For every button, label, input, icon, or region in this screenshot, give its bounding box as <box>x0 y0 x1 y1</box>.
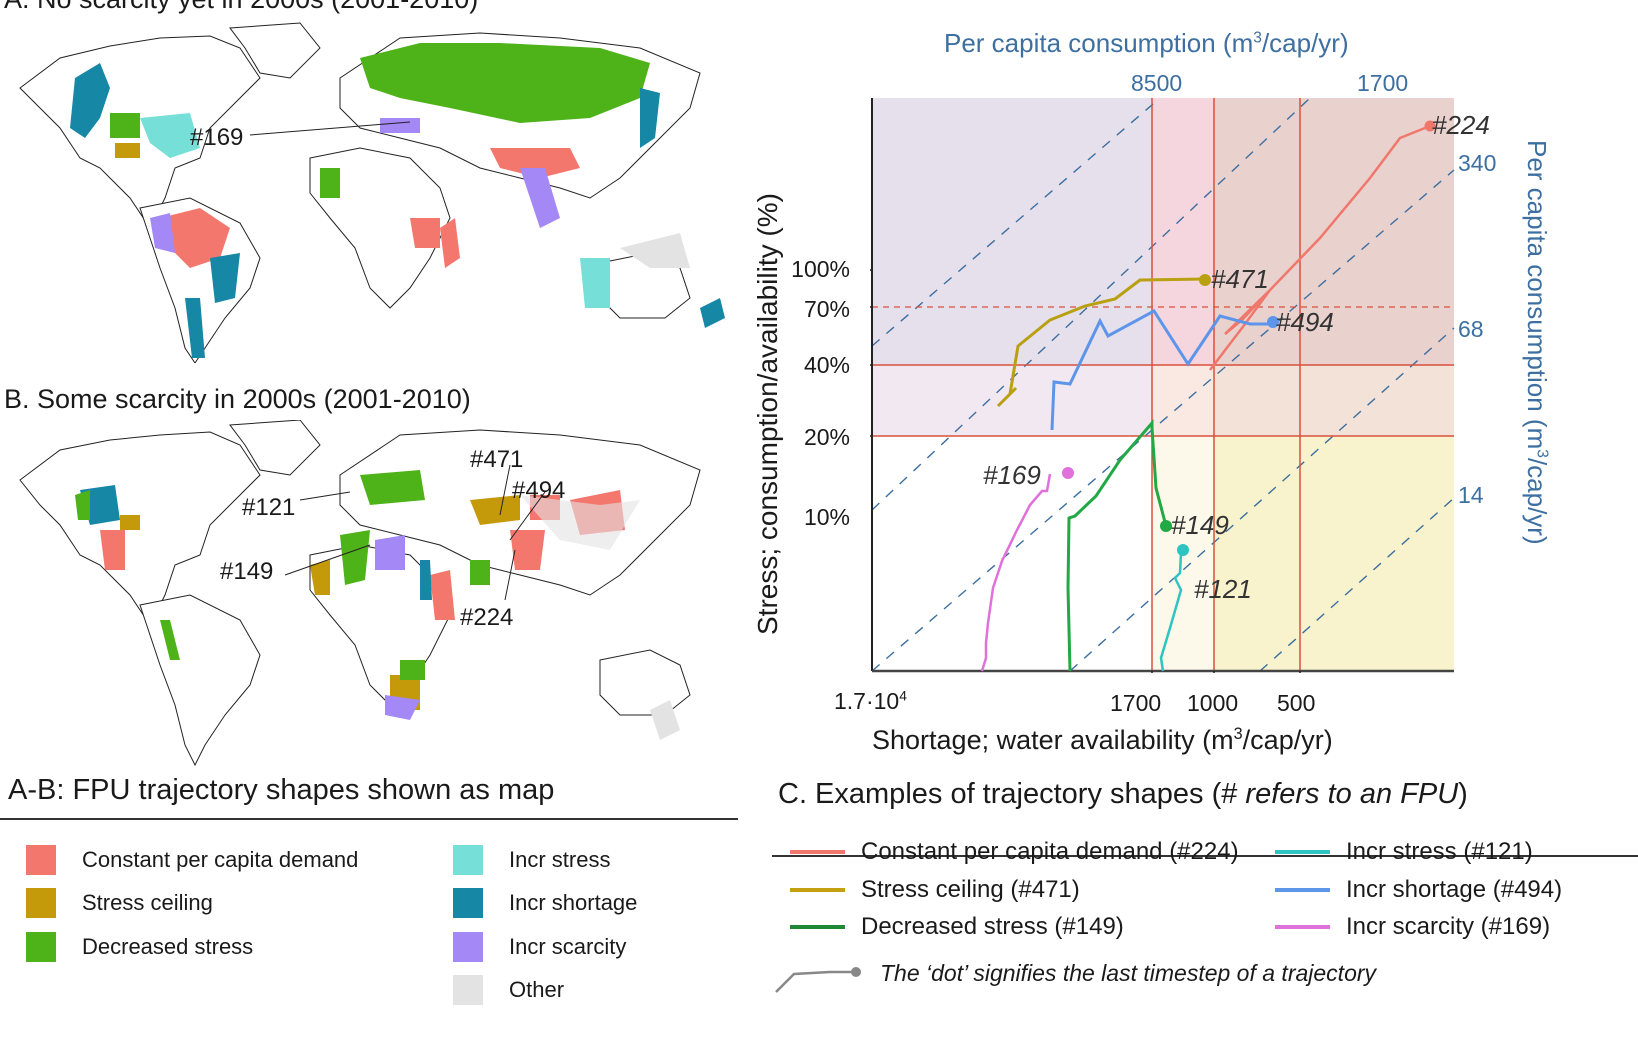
swatch-incr-stress <box>453 845 483 875</box>
label-leader-471 <box>499 464 511 516</box>
y-tick-10: 10% <box>803 504 850 530</box>
y-axis-title: Stress; consumption/availability (%) <box>752 193 783 635</box>
right-tick-14: 14 <box>1458 482 1484 508</box>
x-tick-500: 500 <box>1277 690 1316 716</box>
top-tick-8500: 8500 <box>1131 70 1183 96</box>
chart-legend-item-224: Constant per capita demand (#224) <box>790 838 1239 866</box>
line-swatch-169 <box>1275 925 1330 929</box>
traj-label-121: #121 <box>1194 574 1252 604</box>
map-legend-item-decreased-stress: Decreased stress <box>26 932 253 962</box>
panel-a-title: A. No scarcity yet in 2000s (2001-2010) <box>4 0 478 15</box>
right-tick-340: 340 <box>1458 150 1497 176</box>
swatch-other <box>453 975 483 1005</box>
y-tick-100: 100% <box>791 256 850 282</box>
label-leader-149 <box>284 544 371 576</box>
swatch-incr-shortage <box>453 888 483 918</box>
right-axis-title: Per capita consumption (m3/cap/yr) <box>1522 140 1552 545</box>
chart-legend-item-471: Stress ceiling (#471) <box>790 876 1080 904</box>
map-label-494: #494 <box>512 477 566 504</box>
map-legend-item-incr-shortage: Incr shortage <box>453 888 637 918</box>
chart-legend-item-149: Decreased stress (#149) <box>790 913 1124 941</box>
y-tick-20: 20% <box>803 424 850 450</box>
trajectory-494 <box>1050 309 1274 431</box>
map-legend-item-constant: Constant per capita demand <box>26 845 358 875</box>
line-swatch-494 <box>1275 888 1330 892</box>
world-map-panel-a <box>19 22 725 363</box>
trajectory-169 <box>980 473 1052 672</box>
map-legend-title: A-B: FPU trajectory shapes shown as map <box>8 774 555 806</box>
legend-label: Other <box>509 977 565 1002</box>
map-label-121: #121 <box>242 494 296 521</box>
traj-label-169: #169 <box>983 460 1041 490</box>
swatch-incr-scarcity <box>453 932 483 962</box>
panel-b-title: B. Some scarcity in 2000s (2001-2010) <box>4 384 471 414</box>
legend-label: Incr shortage <box>509 890 638 915</box>
legend-label: Incr scarcity <box>509 934 627 959</box>
chart-legend-item-494: Incr shortage (#494) <box>1275 876 1562 904</box>
label-leader-494 <box>509 491 546 541</box>
trajectory-224 <box>1209 124 1431 371</box>
swatch-stress-ceiling <box>26 888 56 918</box>
traj-label-471: #471 <box>1211 264 1269 294</box>
legend-label: Constant per capita demand <box>82 847 359 872</box>
map-label-224: #224 <box>460 604 514 631</box>
line-swatch-121 <box>1275 850 1330 854</box>
traj-label-149: #149 <box>1171 510 1229 540</box>
legend-label: Decreased stress <box>82 934 254 959</box>
map-label-149: #149 <box>220 558 274 585</box>
traj-label-224: #224 <box>1432 110 1490 140</box>
y-tick-40: 40% <box>803 352 850 378</box>
top-tick-1700: 1700 <box>1357 70 1409 96</box>
chart-legend-rule <box>772 855 1638 857</box>
trajectory-chart <box>870 98 1455 673</box>
label-leader-224 <box>504 549 516 601</box>
chart-legend-item-121: Incr stress (#121) <box>1275 838 1533 866</box>
right-tick-68: 68 <box>1458 316 1484 342</box>
line-swatch-149 <box>790 925 845 929</box>
map-legend-item-stress-ceiling: Stress ceiling <box>26 888 213 918</box>
x-tick-1700: 1700 <box>1110 690 1162 716</box>
map-label-169: #169 <box>190 124 244 151</box>
map-legend-rule <box>0 818 738 820</box>
map-label-471: #471 <box>470 446 524 473</box>
legend-label: Stress ceiling <box>82 890 213 915</box>
map-legend-item-incr-stress: Incr stress <box>453 845 610 875</box>
label-leader-121 <box>299 491 351 501</box>
x-tick-1000: 1000 <box>1187 690 1239 716</box>
swatch-constant <box>26 845 56 875</box>
trajectory-149 <box>1066 418 1168 672</box>
swatch-decreased-stress <box>26 932 56 962</box>
x-tick-17000: 1.7·104 <box>834 688 907 714</box>
line-swatch-224 <box>790 850 845 854</box>
chart-legend-title: C. Examples of trajectory shapes (# refe… <box>778 778 1468 810</box>
top-axis-title: Per capita consumption (m3/cap/yr)Per ca… <box>944 28 1349 58</box>
traj-label-494: #494 <box>1276 307 1334 337</box>
map-legend-item-other: Other <box>453 975 564 1005</box>
line-swatch-471 <box>790 888 845 892</box>
y-tick-70: 70% <box>803 296 850 322</box>
trajectory-471 <box>996 277 1206 408</box>
label-leader-169 <box>249 121 411 136</box>
map-legend-item-incr-scarcity: Incr scarcity <box>453 932 626 962</box>
legend-label: Incr stress <box>509 847 611 872</box>
dot-note: The ‘dot’ signifies the last timestep of… <box>880 960 1377 986</box>
world-map-panel-b <box>19 420 701 767</box>
chart-legend-item-169: Incr scarcity (#169) <box>1275 913 1550 941</box>
x-axis-title: Shortage; water availability (m3/cap/yr) <box>872 725 1333 755</box>
trajectory-121 <box>1159 549 1185 672</box>
dot-trajectory-icon <box>775 967 861 993</box>
